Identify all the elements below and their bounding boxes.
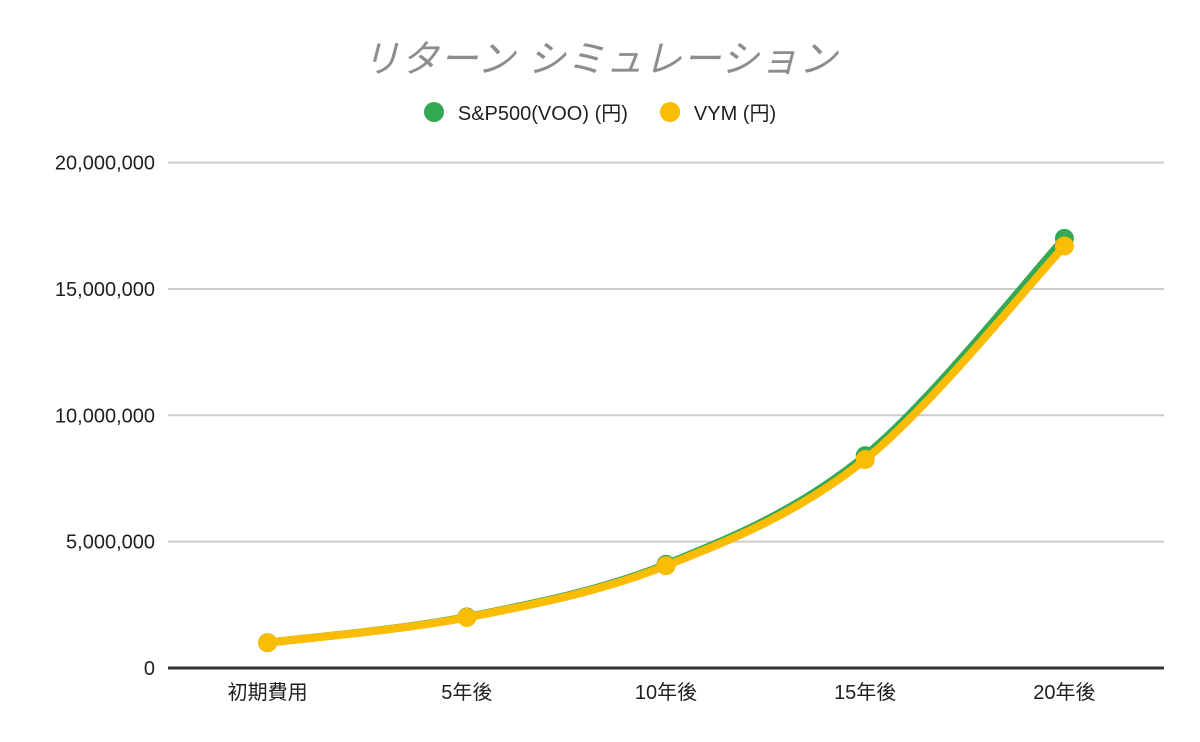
y-axis-tick-label: 10,000,000 (55, 405, 155, 427)
y-axis-tick-label: 20,000,000 (55, 153, 155, 175)
legend-marker-vym-icon (659, 101, 680, 122)
series-point-1 (258, 633, 278, 653)
x-axis-tick-label: 15年後 (834, 681, 896, 704)
legend-label-vym: VYM (円) (693, 103, 777, 125)
legend-marker-sp500-icon (423, 101, 444, 122)
series-point-1 (656, 556, 676, 576)
legend-label-sp500: S&P500(VOO) (円) (457, 103, 628, 125)
legend-item-sp500: S&P500(VOO) (円) (423, 97, 628, 126)
x-axis-tick-label: 5年後 (441, 681, 492, 704)
y-axis-tick-label: 15,000,000 (55, 279, 155, 301)
series-point-1 (1054, 236, 1074, 256)
legend-item-vym: VYM (円) (659, 97, 777, 126)
y-axis-tick-label: 5,000,000 (66, 532, 155, 554)
series-line-0 (263, 234, 1069, 647)
series-line-1 (263, 242, 1069, 647)
x-axis-tick-label: 20年後 (1033, 681, 1095, 704)
chart-legend: S&P500(VOO) (円) VYM (円) (0, 97, 1200, 126)
series-point-1 (457, 608, 477, 627)
x-axis-tick-label: 10年後 (635, 681, 697, 704)
series-point-1 (855, 450, 875, 469)
x-axis-tick-label: 初期費用 (228, 681, 308, 704)
y-axis-tick-label: 0 (144, 658, 155, 680)
chart-title: リターン シミュレーション (361, 39, 839, 81)
